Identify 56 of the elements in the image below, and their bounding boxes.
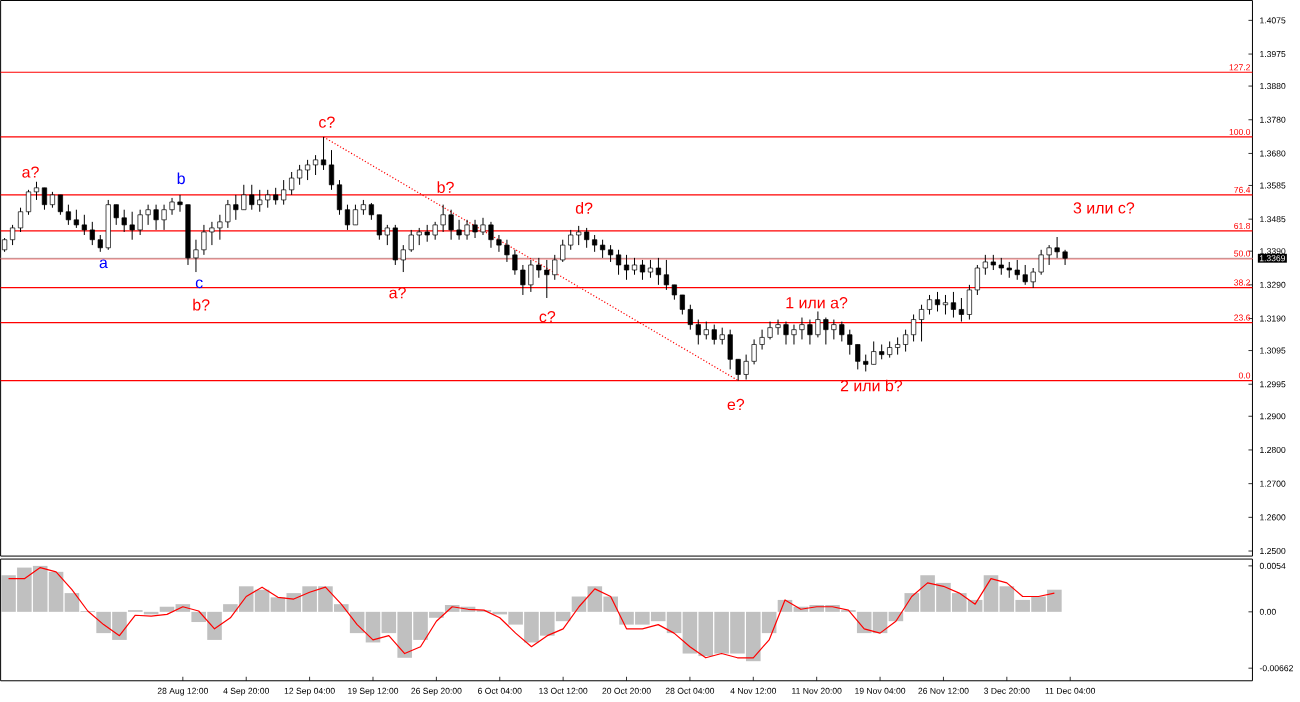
annotation: 0.0 (1238, 372, 1251, 379)
y-tick-label: 1.2700 (1260, 480, 1286, 487)
annotation: d? (575, 201, 593, 214)
y-tick-label: 1.2500 (1260, 547, 1286, 554)
x-tick-label: 26 Nov 12:00 (918, 687, 969, 694)
annotation: b? (437, 181, 454, 193)
annotation: 127.2 (1229, 64, 1251, 71)
x-tick-label: 28 Aug 12:00 (157, 687, 209, 696)
y-tick-label: 1.3095 (1260, 347, 1286, 354)
annotation: 100.0 (1229, 128, 1251, 135)
y-tick-label: 1.3485 (1260, 216, 1286, 223)
y-tick-label: 1.3780 (1260, 116, 1286, 123)
annotation: a (99, 259, 108, 269)
annotation: c? (539, 310, 556, 323)
y-tick-label: 1.3290 (1260, 281, 1286, 288)
annotation: 76.4 (1234, 186, 1251, 193)
annotation: 3 или c? (1073, 202, 1135, 214)
annotation: 50.0 (1234, 250, 1251, 257)
y-tick-label: 1.4075 (1260, 17, 1286, 24)
y-tick-label: 1.2995 (1260, 381, 1286, 388)
y-tick-label: 1.3975 (1260, 50, 1286, 57)
y-tick-label: 1.3190 (1260, 315, 1286, 322)
y-tick-label: 1.2600 (1260, 514, 1286, 521)
y-tick-label: 1.2800 (1260, 446, 1286, 453)
x-tick-label: 11 Nov 20:00 (792, 687, 842, 694)
y-tick-label: 1.3585 (1260, 182, 1286, 189)
x-tick-label: 11 Dec 04:00 (1045, 687, 1096, 694)
ref-line-label: 1.3369 (1259, 255, 1286, 262)
y-tick-label: 0.0054 (1259, 562, 1286, 569)
x-tick-label: 4 Nov 12:00 (730, 687, 777, 694)
x-tick-label: 13 Oct 12:00 (539, 687, 588, 694)
annotation: 38.2 (1234, 279, 1251, 286)
y-tick-label: -0.00662 (1259, 665, 1293, 672)
annotation: b? (193, 298, 210, 311)
x-tick-label: 19 Nov 04:00 (855, 687, 906, 694)
x-tick-label: 28 Oct 04:00 (665, 687, 715, 694)
y-tick-label: 1.2900 (1260, 413, 1286, 420)
y-tick-label: 1.3880 (1260, 82, 1286, 89)
y-tick-label: 0.00 (1259, 608, 1276, 615)
annotation: 23.6 (1234, 314, 1251, 321)
annotation: b (177, 172, 185, 185)
x-tick-label: 12 Sep 04:00 (284, 687, 335, 696)
x-tick-label: 3 Dec 20:00 (984, 687, 1030, 694)
annotation: 61.8 (1234, 222, 1251, 229)
annotation: 1 или a? (786, 296, 848, 309)
annotation: a? (22, 166, 39, 178)
y-tick-label: 1.3390 (1260, 248, 1286, 255)
annotation: e? (727, 398, 745, 410)
annotation: c (195, 279, 203, 289)
x-tick-label: 19 Sep 12:00 (348, 687, 399, 696)
annotation: c? (319, 116, 335, 128)
x-tick-label: 6 Oct 04:00 (478, 687, 522, 694)
x-tick-label: 26 Sep 20:00 (411, 687, 462, 696)
x-tick-label: 20 Oct 20:00 (602, 687, 651, 694)
y-tick-label: 1.3680 (1260, 150, 1286, 157)
x-tick-label: 4 Sep 20:00 (223, 687, 270, 696)
